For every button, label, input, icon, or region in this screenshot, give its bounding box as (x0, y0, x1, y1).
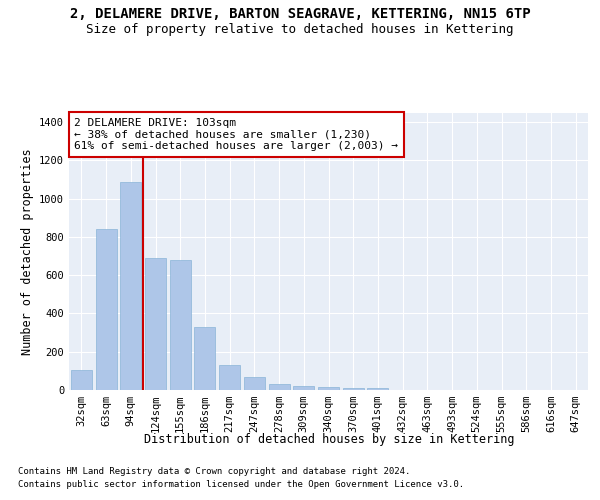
Text: Distribution of detached houses by size in Kettering: Distribution of detached houses by size … (143, 432, 514, 446)
Y-axis label: Number of detached properties: Number of detached properties (20, 148, 34, 354)
Bar (343, 388, 364, 390)
Bar (194, 327, 215, 390)
Bar (244, 377, 265, 390)
Text: Size of property relative to detached houses in Kettering: Size of property relative to detached ho… (86, 22, 514, 36)
Text: Contains public sector information licensed under the Open Government Licence v3: Contains public sector information licen… (18, 480, 464, 489)
Text: 2 DELAMERE DRIVE: 103sqm
← 38% of detached houses are smaller (1,230)
61% of sem: 2 DELAMERE DRIVE: 103sqm ← 38% of detach… (74, 118, 398, 151)
Bar (95, 229, 116, 390)
Text: 2, DELAMERE DRIVE, BARTON SEAGRAVE, KETTERING, NN15 6TP: 2, DELAMERE DRIVE, BARTON SEAGRAVE, KETT… (70, 8, 530, 22)
Bar (120, 182, 141, 390)
Bar (170, 260, 191, 390)
Text: Contains HM Land Registry data © Crown copyright and database right 2024.: Contains HM Land Registry data © Crown c… (18, 468, 410, 476)
Bar (145, 258, 166, 390)
Bar (293, 386, 314, 390)
Bar (318, 387, 339, 390)
Bar (219, 365, 240, 390)
Bar (367, 388, 388, 390)
Bar (71, 370, 92, 390)
Bar (269, 384, 290, 390)
